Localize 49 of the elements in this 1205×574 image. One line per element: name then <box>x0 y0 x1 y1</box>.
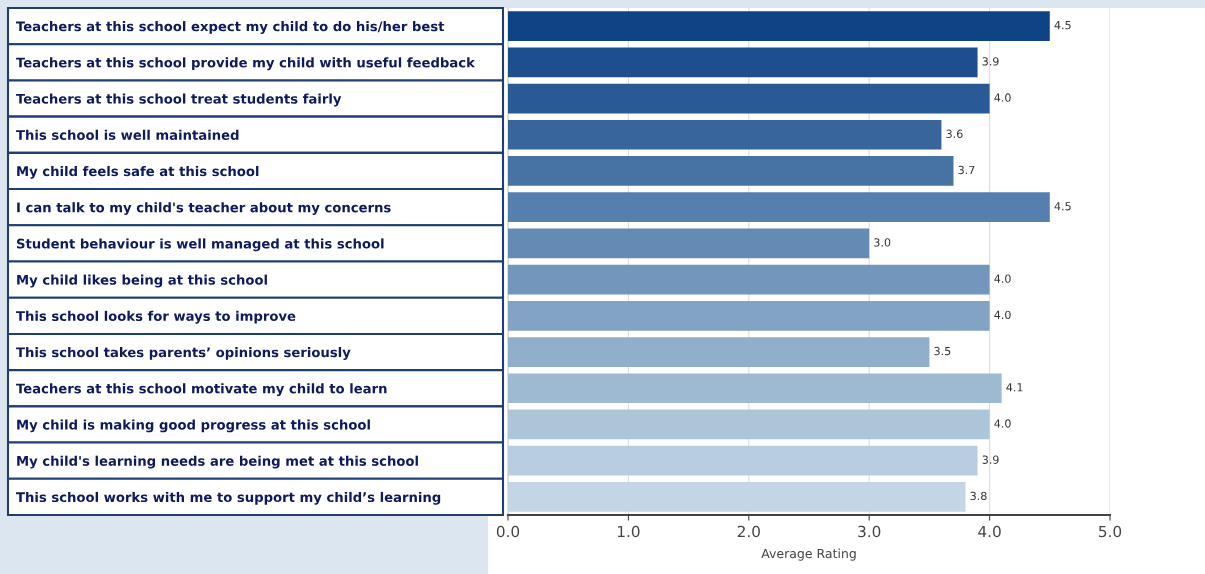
y-tick-label: My child feels safe at this school <box>17 165 259 179</box>
y-tick-label: This school takes parents’ opinions seriously <box>16 347 351 360</box>
data-label: 4.0 <box>994 274 1011 283</box>
y-tick-label: This school is well maintained <box>16 129 239 140</box>
bar <box>508 300 990 331</box>
y-tick-label: This school works with me to support my child’s learning <box>16 491 441 505</box>
x-tick-label: 3.0 <box>858 525 881 538</box>
bar <box>508 119 942 150</box>
bar <box>508 11 1050 41</box>
x-tick-label: 4.0 <box>978 525 1001 538</box>
bar <box>508 192 1050 223</box>
y-tick-label: Teachers at this school treat students fairly <box>16 93 342 107</box>
y-tick-label: I can talk to my child's teacher about my concerns <box>17 202 391 216</box>
y-tick-label: Teachers at this school expect my child to do his/her best <box>16 21 445 34</box>
bar <box>508 409 990 440</box>
y-tick-label: My child is making good progress at this school <box>17 419 370 433</box>
y-tick-label: This school looks for ways to improve <box>16 310 296 324</box>
data-label: 3.9 <box>982 57 999 66</box>
bar <box>508 337 930 367</box>
y-tick-label: My child likes being at this school <box>17 274 267 288</box>
data-label: 3.9 <box>982 455 999 464</box>
data-label: 4.1 <box>1006 383 1023 392</box>
data-label: 3.6 <box>946 129 963 138</box>
bar <box>508 482 966 512</box>
y-tick-label: Teachers at this school motivate my child to learn <box>16 383 387 397</box>
data-label: 3.7 <box>958 165 975 175</box>
data-label: 3.5 <box>934 346 951 356</box>
data-label: 4.5 <box>1054 21 1071 30</box>
data-label: 4.0 <box>994 419 1011 428</box>
x-axis-title: Average Rating <box>761 548 856 561</box>
bar <box>508 47 978 78</box>
y-tick-label: Student behaviour is well managed at this school <box>16 238 384 252</box>
data-label: 4.0 <box>994 310 1011 320</box>
data-label: 4.5 <box>1054 202 1071 211</box>
data-label: 3.8 <box>970 491 987 501</box>
x-tick-label: 1.0 <box>617 525 640 538</box>
bar <box>508 264 990 295</box>
bar <box>508 445 978 476</box>
bar <box>508 373 1002 404</box>
bar <box>508 156 954 186</box>
x-tick-label: 0.0 <box>496 525 520 538</box>
y-tick-label: My child's learning needs are being met at this school <box>17 455 418 469</box>
x-tick-label: 5.0 <box>1099 525 1122 538</box>
y-tick-label: Teachers at this school provide my child with useful feedback <box>16 57 476 71</box>
bar <box>508 83 990 114</box>
bar <box>508 228 870 259</box>
x-tick-label: 2.0 <box>737 525 760 538</box>
data-label: 4.0 <box>994 93 1011 102</box>
data-label: 3.0 <box>874 238 891 247</box>
